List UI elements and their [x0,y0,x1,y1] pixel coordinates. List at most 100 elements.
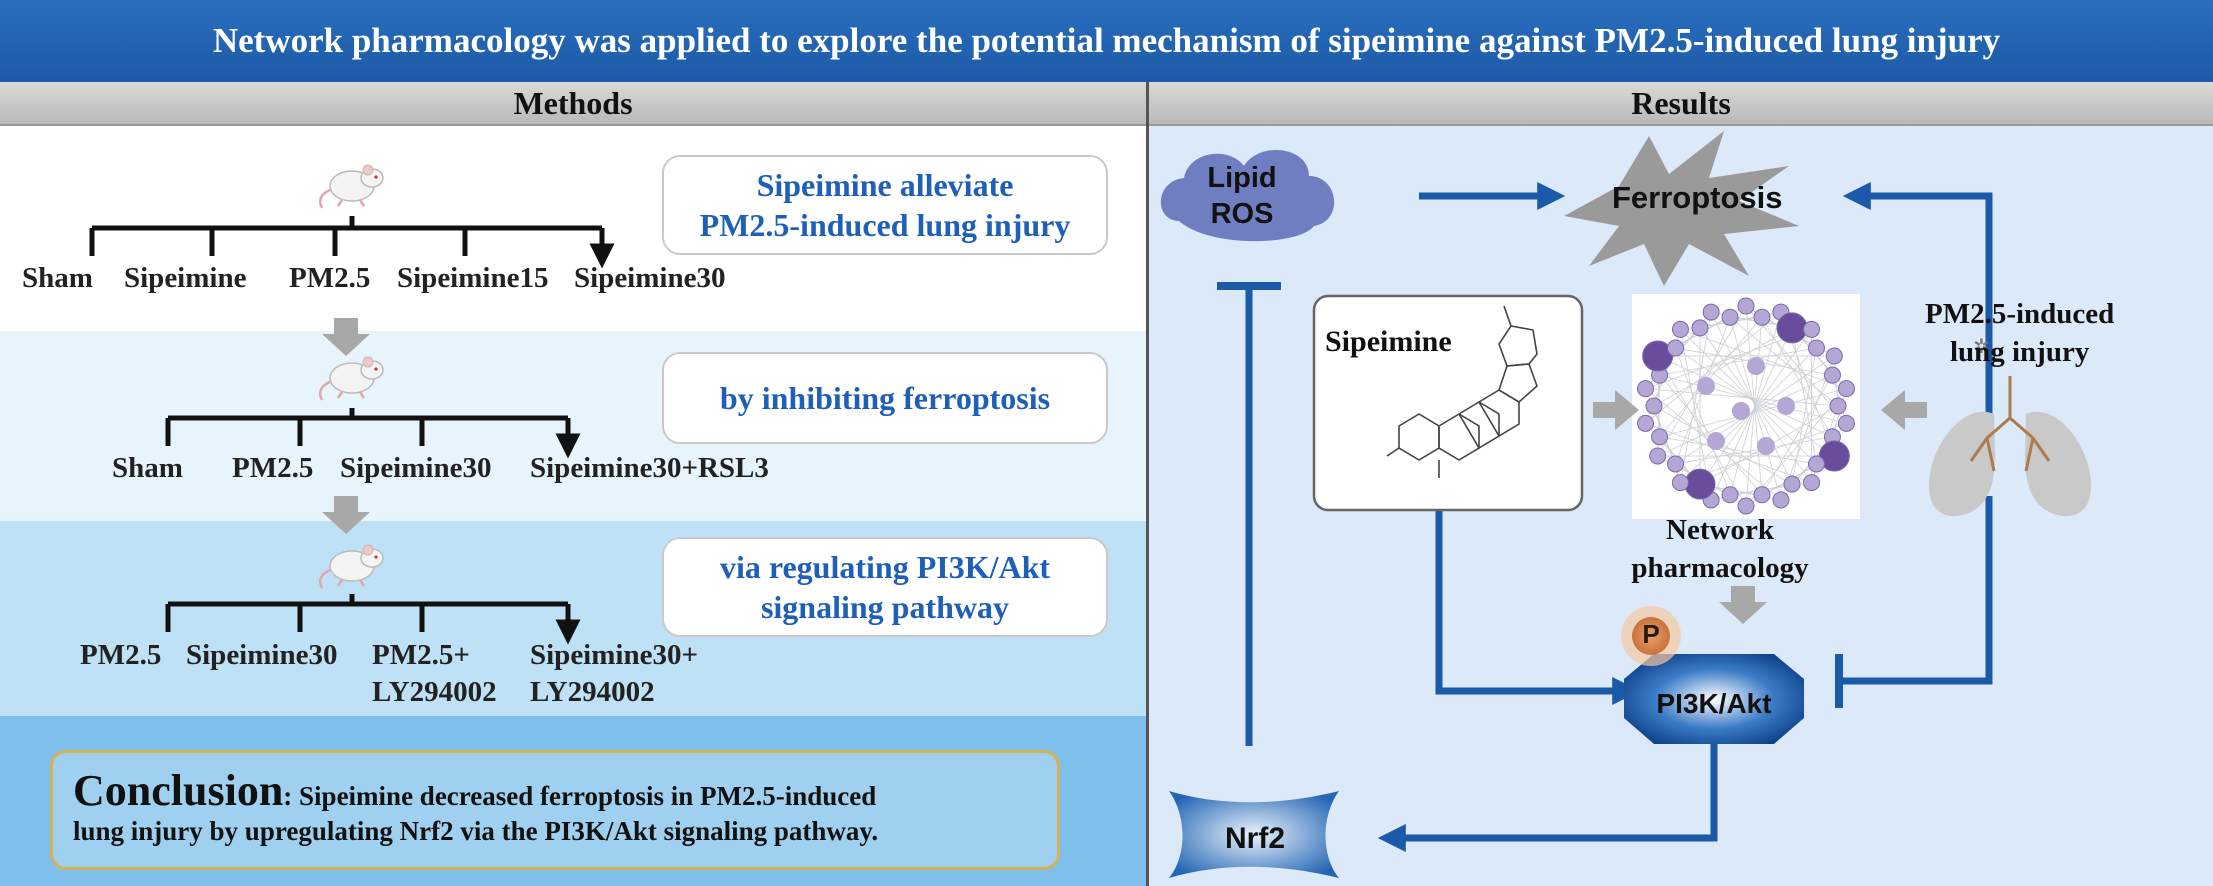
down-arrow-2 [322,496,370,534]
group-label: PM2.5 [289,262,371,294]
finding-box-2: by inhibiting ferroptosis [662,352,1108,444]
grey-arrow-sipeimine [1593,390,1639,430]
group-tree-1 [89,216,605,250]
network-node [1649,447,1667,465]
network-node [1737,497,1755,515]
down-arrow-1 [322,318,370,356]
group-label: Sipeimine30 [574,262,726,294]
network-node [1753,486,1771,504]
group-label: PM2.5 [232,452,314,484]
network-node [1671,474,1689,492]
network-node [1825,347,1843,365]
network-node [1753,308,1771,326]
group-label: Sipeimine30 [340,452,492,484]
network-node [1772,491,1790,509]
results-diagram: ✲ [1160,131,2091,878]
methods-diagram [89,163,1146,886]
finding-text: PM2.5-induced lung injury [699,207,1071,243]
network-node [1637,414,1655,432]
sipeimine-label: Sipeimine [1325,325,1452,358]
network-node [1837,414,1855,432]
pi3k-akt-label: PI3K/Akt [1656,688,1772,719]
group-label: PM2.5+ [372,639,470,671]
ferroptosis-burst [1564,131,1799,286]
network-node [1671,320,1689,338]
finding-box-3: via regulating PI3K/Akt signaling pathwa… [662,537,1108,637]
network-node [1707,432,1725,450]
inhibit-line-injury [1839,496,1993,685]
finding-text: Sipeimine alleviate [756,167,1014,203]
group-label: LY294002 [530,676,655,708]
group-tree-3 [165,594,571,626]
mouse-icon [318,543,385,590]
network-node [1697,377,1715,395]
nrf2-label: Nrf2 [1224,822,1285,855]
lipid-ros-cloud [1160,149,1335,242]
lipid-ros-label: Lipid ROS [1207,162,1277,230]
mouse-icon [318,163,385,210]
finding-text: via regulating PI3K/Akt [719,549,1051,585]
pi3k-akt-node [1624,654,1804,744]
group-label: Sipeimine30 [186,639,338,671]
network-node [1783,475,1801,493]
title-banner: Network pharmacology was applied to expl… [0,0,2213,82]
pm25-injury-label: PM2.5-induced lung injury [1925,298,2115,368]
finding-text: signaling pathway [760,589,1010,625]
results-header: Results [1149,82,2213,126]
molecule-icon [1386,305,1538,478]
network-node [1691,319,1709,337]
network-node [1829,397,1847,415]
group-label: Sham [22,262,93,294]
page-title: Network pharmacology was applied to expl… [212,21,2001,60]
grey-arrow-lung [1881,390,1927,430]
network-node [1757,437,1775,455]
group-label: Sham [112,452,183,484]
group-tree-2 [165,408,571,440]
network-node [1637,380,1655,398]
phospho-badge [1632,617,1670,655]
mouse-icon [318,355,385,402]
group-label: LY294002 [372,676,497,708]
network-node [1651,428,1669,446]
network-node [1667,455,1685,473]
network-node [1803,474,1821,492]
finding-text: by inhibiting ferroptosis [719,380,1051,416]
network-node [1721,486,1739,504]
conclusion-text: : Sipeimine decreased ferroptosis in PM2… [283,781,877,811]
network-node [1645,397,1663,415]
panel-divider [1146,82,1149,886]
ferroptosis-label: Ferroptosis [1612,180,1783,215]
methods-header: Methods [0,82,1146,126]
network-node [1667,339,1685,357]
network-node [1721,308,1739,326]
arrow-injury-to-ferroptosis [1842,182,1993,456]
conclusion-heading: Conclusion [73,766,284,815]
arrow-pi3k-to-nrf2 [1377,736,1718,852]
network-node [1737,297,1755,315]
network-node [1777,397,1795,415]
phospho-label: P [1642,619,1660,649]
network-pharmacology-label: Network pharmacology [1631,514,1809,584]
network-node [1684,468,1716,500]
network-node [1732,402,1750,420]
svg-text:✲: ✲ [1973,336,1990,358]
network-node [1823,366,1841,384]
network-node [1776,312,1808,344]
finding-box-1: Sipeimine alleviate PM2.5-induced lung i… [662,155,1108,255]
lung-icon [1929,376,2091,517]
network-node [1702,303,1720,321]
conclusion-text: lung injury by upregulating Nrf2 via the… [73,816,879,846]
grey-arrow-network [1719,586,1767,624]
group-label: Sipeimine30+RSL3 [530,452,769,484]
group-label: Sipeimine30+ [530,639,698,671]
network-node [1807,455,1825,473]
group-label: PM2.5 [80,639,162,671]
group-label: Sipeimine15 [397,262,549,294]
conclusion-box: Conclusion: Sipeimine decreased ferropto… [50,750,1060,870]
network-graph-icon [1637,297,1855,515]
sipeimine-structure-box [1312,294,1584,512]
network-node [1803,320,1821,338]
nrf2-node [1169,791,1339,878]
network-node [1837,380,1855,398]
group-label: Sipeimine [124,262,247,294]
